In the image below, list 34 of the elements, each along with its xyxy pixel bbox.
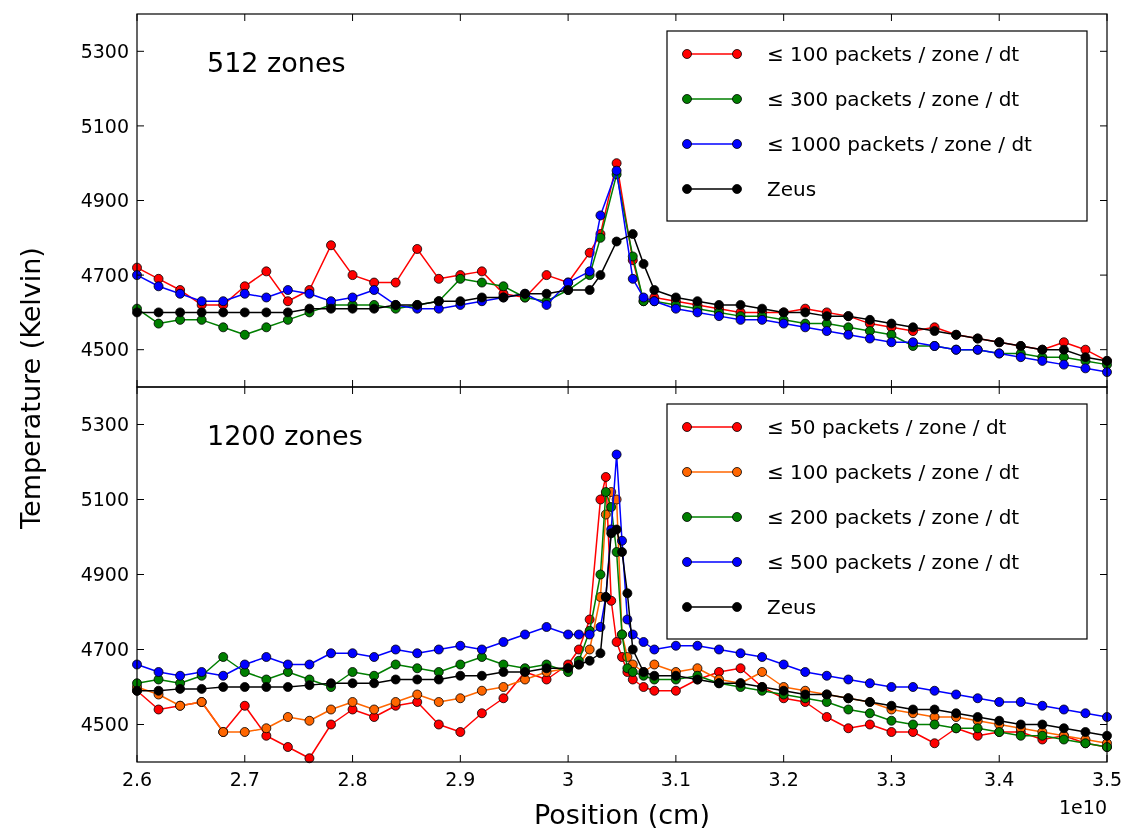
y-tick-label: 4700: [80, 638, 129, 661]
legend-label: ≤ 300 packets / zone / dt: [767, 87, 1020, 111]
x-tick-label: 3: [562, 768, 575, 790]
y-tick-label: 4900: [80, 563, 129, 586]
legend-label: ≤ 100 packets / zone / dt: [767, 460, 1020, 484]
legend-label: Zeus: [767, 177, 817, 201]
legend-label: Zeus: [767, 595, 817, 619]
x-tick-label: 2.9: [445, 768, 476, 790]
legend-label: ≤ 50 packets / zone / dt: [767, 415, 1007, 439]
y-axis-title: Temperature (Kelvin): [15, 247, 46, 530]
legend-label: ≤ 500 packets / zone / dt: [767, 550, 1020, 574]
x-tick-label: 3.4: [984, 768, 1015, 790]
y-tick-label: 5100: [80, 488, 129, 511]
y-tick-label: 5300: [80, 413, 129, 436]
y-tick-label: 4500: [80, 713, 129, 736]
x-tick-label: 3.2: [768, 768, 799, 790]
x-tick-label: 2.7: [229, 768, 260, 790]
x-tick-label: 2.8: [337, 768, 368, 790]
text: 1e10: [1059, 796, 1107, 818]
legend-label: ≤ 200 packets / zone / dt: [767, 505, 1020, 529]
x-tick-label: 3.5: [1091, 768, 1123, 790]
x-tick-label: 3.3: [876, 768, 907, 790]
x-tick-label: 2.6: [121, 768, 153, 790]
annotation: 512 zones: [207, 47, 346, 78]
y-tick-label: 5100: [80, 114, 129, 137]
annotation: 1200 zones: [207, 420, 363, 451]
legend-label: ≤ 1000 packets / zone / dt: [767, 132, 1033, 156]
y-tick-label: 4700: [80, 263, 129, 286]
y-tick-label: 4500: [80, 338, 129, 361]
x-tick-label: 3.1: [660, 768, 691, 790]
y-tick-label: 4900: [80, 189, 129, 212]
x-axis-title: Position (cm): [534, 799, 710, 830]
y-tick-label: 5300: [80, 39, 129, 62]
legend-label: ≤ 100 packets / zone / dt: [767, 42, 1020, 66]
